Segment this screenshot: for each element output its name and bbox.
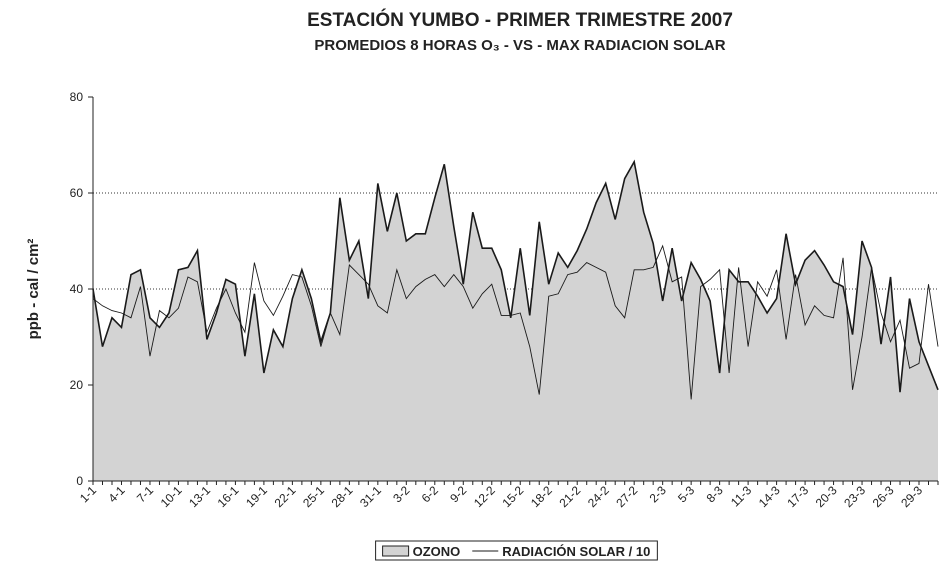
x-tick-label: 11-3 [728,483,754,509]
x-tick-label: 5-3 [675,483,697,505]
y-tick-label: 0 [76,474,83,488]
area-outline [92,159,939,393]
x-tick-label: 15-2 [499,483,526,510]
y-tick-label: 20 [70,378,84,392]
chart-title: ESTACIÓN YUMBO - PRIMER TRIMESTRE 2007 [307,9,733,31]
x-tick-label: 8-3 [704,483,726,505]
plot [92,159,939,482]
x-tick-label: 22-1 [272,483,299,510]
legend: OZONO RADIACIÓN SOLAR / 10 [375,540,658,561]
x-tick-label: 26-3 [870,483,897,510]
x-tick-label: 27-2 [613,483,640,510]
x-tick-label: 3-2 [390,483,412,505]
y-axis-label: ppb - cal / cm² [25,239,42,340]
legend-label: RADIACIÓN SOLAR / 10 [502,544,650,559]
x-tick-label: 18-2 [528,483,555,510]
x-tick-label: 6-2 [419,483,441,505]
x-tick-label: 9-2 [447,483,469,505]
x-tick-label: 13-1 [186,483,213,510]
x-tick-label: 25-1 [300,483,327,510]
x-tick-label: 23-3 [841,483,868,510]
legend-swatch [382,545,410,557]
x-tick-label: 7-1 [134,483,156,505]
area-fill [93,161,938,482]
x-tick-label: 14-3 [756,483,783,510]
x-tick-label: 31-1 [357,483,384,510]
x-tick-label: 20-3 [813,483,840,510]
x-tick-label: 28-1 [329,483,356,510]
x-tick-label: 4-1 [105,483,127,505]
y-tick-label: 60 [70,186,84,200]
legend-box [375,540,658,561]
x-tick-label: 10-1 [158,483,185,510]
y-tick-label: 40 [70,282,84,296]
x-tick-label: 17-3 [784,483,811,510]
x-tick-label: 12-2 [471,483,498,510]
x-tick-label: 16-1 [215,483,242,510]
chart-subtitle: PROMEDIOS 8 HORAS O₃ - VS - MAX RADIACIO… [314,37,725,54]
x-tick-label: 24-2 [585,483,612,510]
y-tick-label: 80 [70,90,84,104]
x-tick-label: 29-3 [898,483,925,510]
x-tick-label: 21-2 [556,483,583,510]
line [92,244,939,400]
legend-label: OZONO [413,544,461,559]
x-tick-label: 19-1 [243,483,270,510]
x-tick-label: 2-3 [647,483,669,505]
